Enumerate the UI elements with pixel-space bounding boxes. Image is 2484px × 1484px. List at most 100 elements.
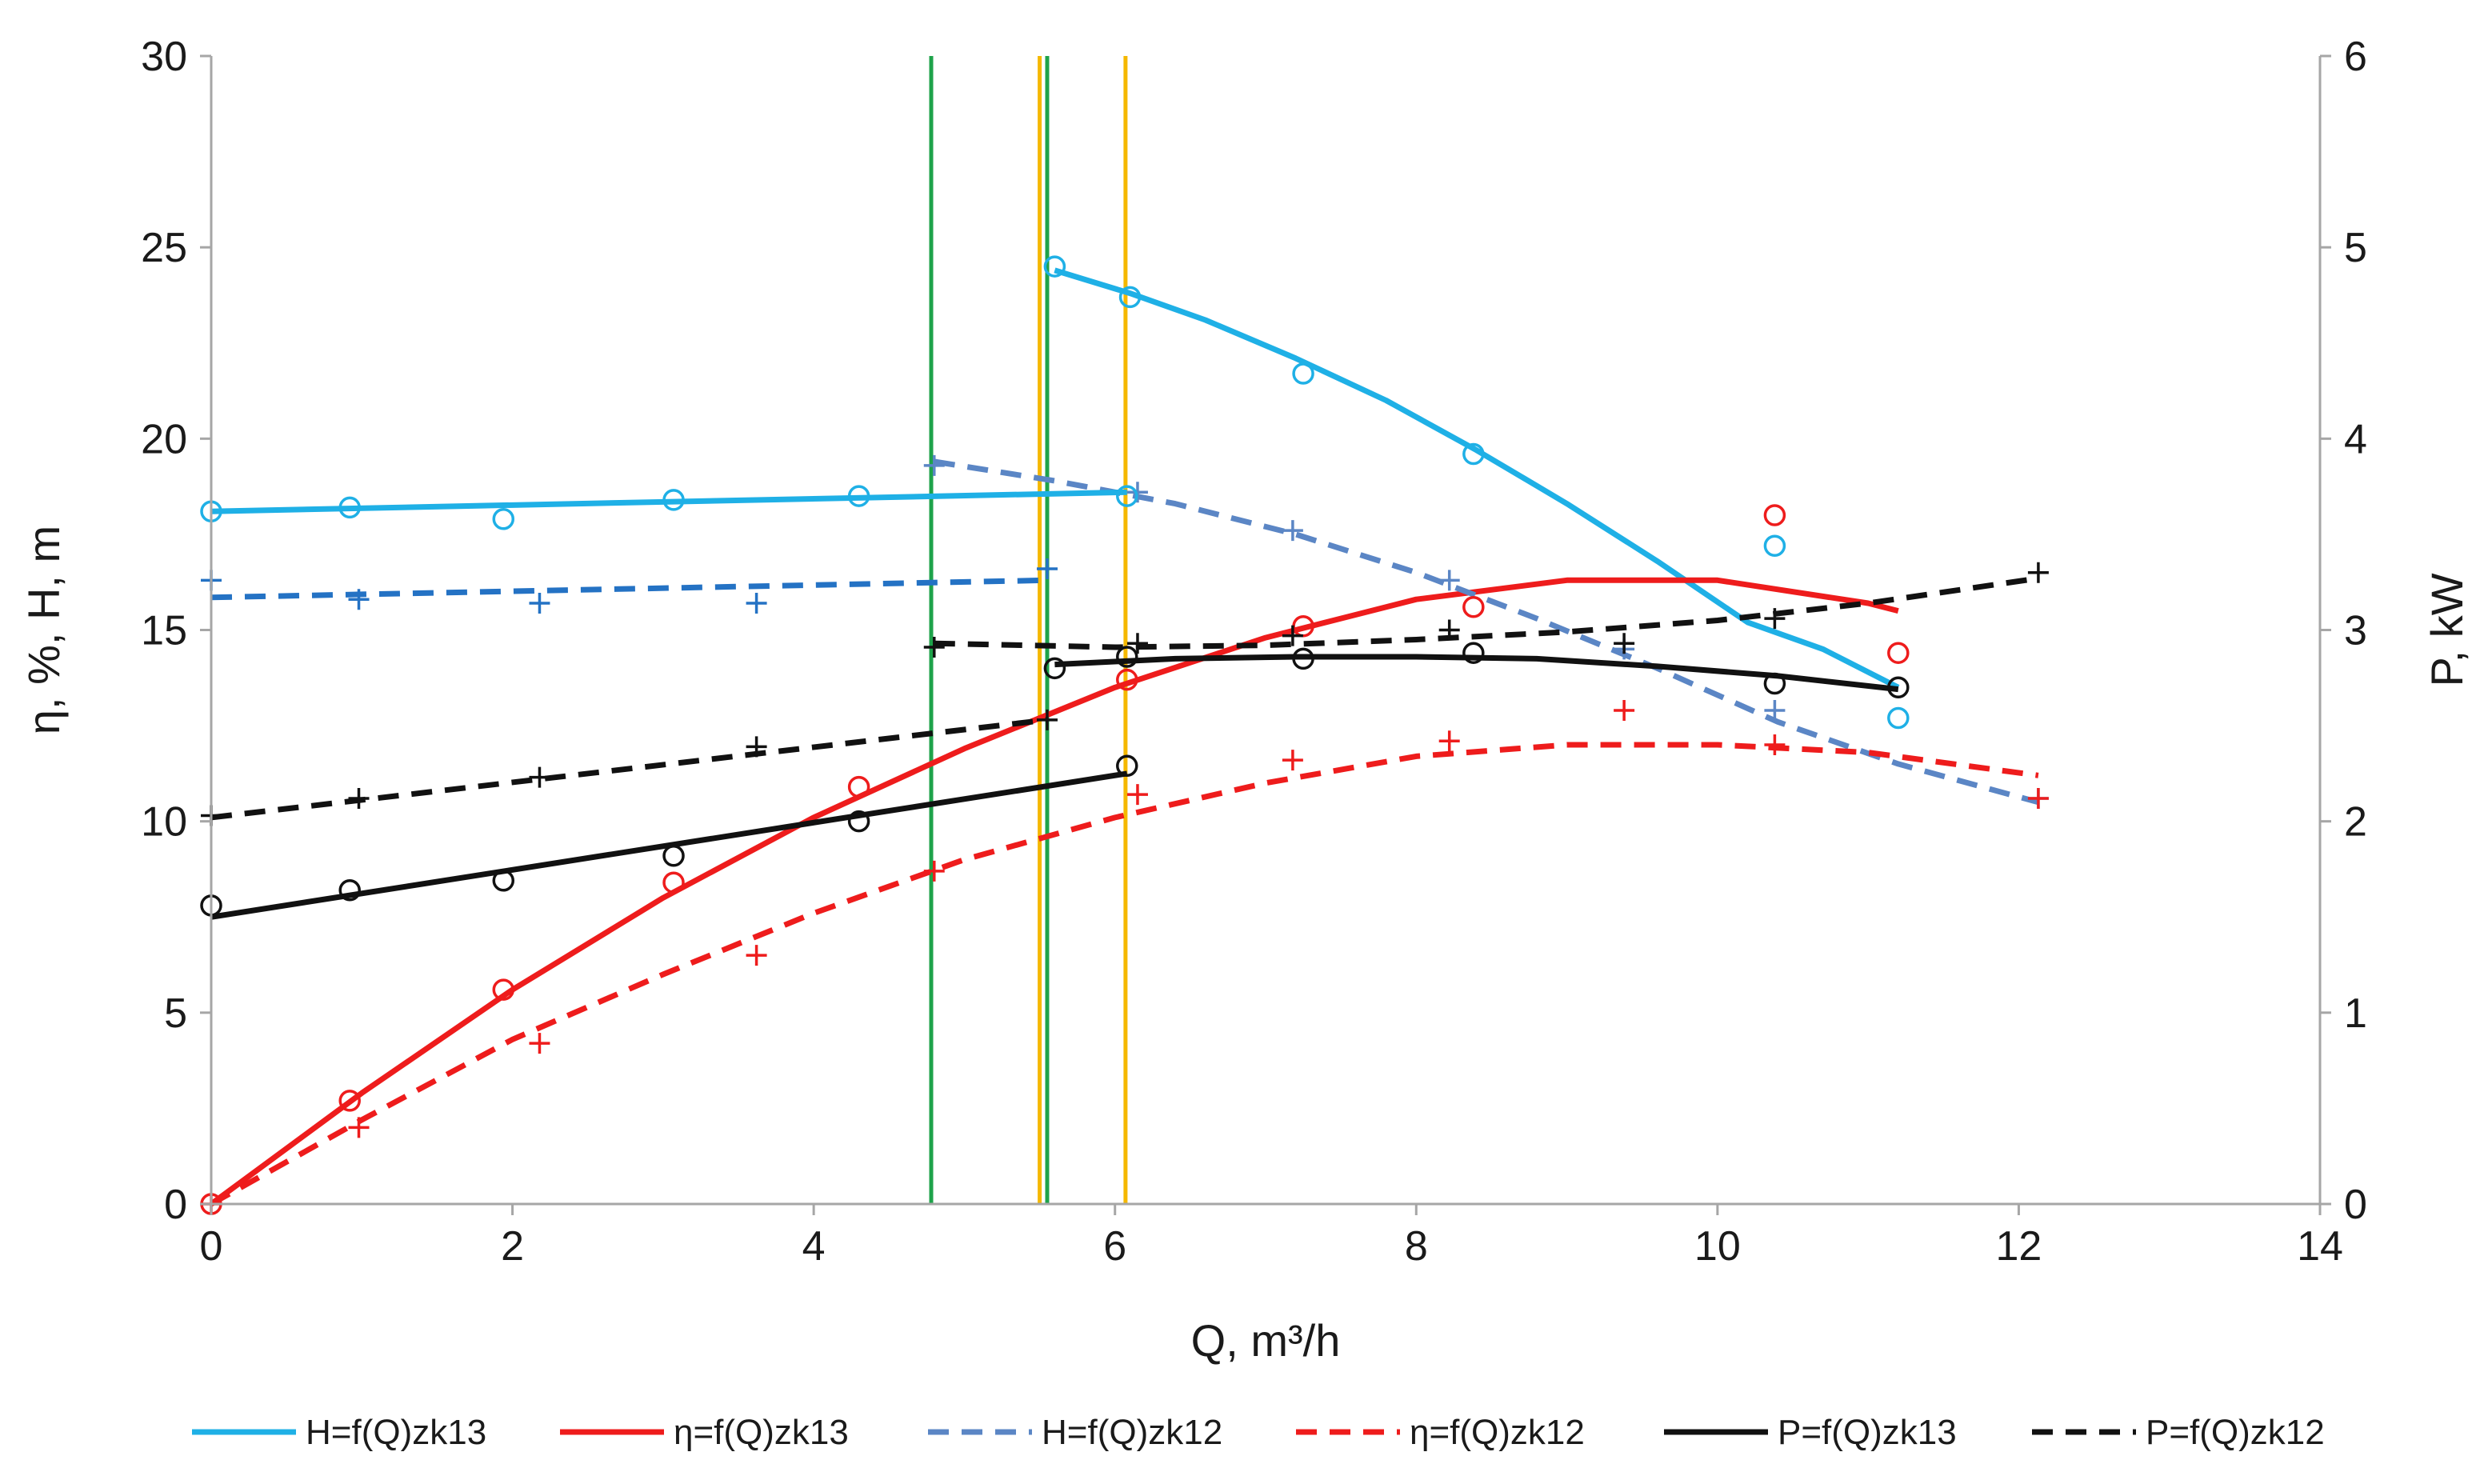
point-h-f-q-zk13-4	[1763, 534, 1786, 558]
point-h-f-q-zk12-3	[1438, 570, 1460, 591]
point-f-q-zk12-5	[1126, 784, 1148, 806]
point-f-q-zk13-1	[338, 1090, 361, 1112]
y-right-axis-title: P, kW	[2422, 573, 2472, 686]
curve-p-f-q-zk13-low-flow	[211, 770, 1128, 920]
y-left-tick-label-6: 30	[141, 34, 187, 80]
y-left-tick-label-3: 15	[141, 608, 187, 654]
point-f-q-zk12-10	[2027, 787, 2049, 809]
point-p-f-q-zk12-0	[923, 637, 945, 658]
point-p-f-q-zk13-low-flow-5	[1116, 754, 1138, 778]
y-left-tick-label-4: 20	[141, 416, 187, 462]
legend-label-h-f-q-zk12: H=f(Q)zk12	[1042, 1413, 1222, 1452]
curve-f-q-zk13	[211, 577, 1899, 1206]
point-h-f-q-zk12-low-flow-2	[529, 593, 550, 614]
point-h-f-q-zk13-low-flow-3	[662, 489, 685, 511]
point-f-q-zk13-7	[1462, 596, 1485, 618]
point-p-f-q-zk13-2	[1292, 647, 1314, 670]
point-p-f-q-zk13-0	[1043, 657, 1066, 680]
curve-p-f-q-zk13	[1054, 654, 1899, 693]
vertical-marker-lines	[929, 56, 1128, 1204]
y-left-tick-label-2: 10	[141, 799, 187, 846]
point-h-f-q-zk13-2	[1292, 362, 1314, 385]
point-h-f-q-zk13-0	[1043, 255, 1066, 278]
point-p-f-q-zk12-3	[1438, 619, 1460, 641]
point-p-f-q-zk13-low-flow-1	[338, 879, 361, 902]
point-h-f-q-zk12-2	[1282, 520, 1303, 542]
legend-label-h-f-q-zk13: H=f(Q)zk13	[306, 1413, 486, 1452]
point-f-q-zk13-3	[662, 871, 685, 894]
legend-label-f-q-zk13: η=f(Q)zk13	[674, 1413, 849, 1452]
point-p-f-q-zk13-low-flow-4	[847, 810, 870, 833]
point-f-q-zk13-4	[847, 775, 870, 798]
x-tick-label-6: 12	[1996, 1223, 2042, 1270]
legend-label-p-f-q-zk12: P=f(Q)zk12	[2146, 1413, 2325, 1452]
point-h-f-q-zk13-low-flow-2	[492, 508, 515, 530]
curve-h-f-q-zk12-low-flow	[211, 577, 1048, 601]
legend-label-f-q-zk12: η=f(Q)zk12	[1410, 1413, 1585, 1452]
point-p-f-q-zk13-3	[1462, 642, 1485, 664]
y-left-axis-title: η, %, H, m	[18, 526, 69, 734]
point-h-f-q-zk13-low-flow-5	[1116, 485, 1138, 507]
point-h-f-q-zk13-low-flow-4	[847, 485, 870, 507]
point-p-f-q-zk12-2	[1282, 625, 1303, 646]
point-h-f-q-zk12-low-flow-4	[1036, 558, 1058, 579]
point-f-q-zk12-9	[1764, 734, 1786, 755]
y-right-tick-label-0: 0	[2344, 1182, 2367, 1228]
y-left-tick-label-1: 5	[164, 990, 187, 1037]
point-f-q-zk12-2	[529, 1033, 550, 1054]
legend-label-p-f-q-zk13: P=f(Q)zk13	[1778, 1413, 1957, 1452]
x-tick-label-7: 14	[2297, 1223, 2343, 1270]
legend: H=f(Q)zk13 η=f(Q)zk13 H=f(Q)zk12 η=f(Q)zk12…	[192, 1413, 2325, 1452]
y-right-tick-label-3: 3	[2344, 608, 2367, 654]
x-axis-title: Q, m³/h	[1191, 1315, 1341, 1366]
y-right-tick-label-6: 6	[2344, 34, 2367, 80]
x-tick-label-2: 4	[802, 1223, 826, 1270]
x-tick-label-1: 2	[501, 1223, 524, 1270]
point-f-q-zk12-3	[746, 945, 767, 966]
point-h-f-q-zk13-low-flow-1	[338, 496, 361, 519]
point-p-f-q-zk13-4	[1763, 672, 1786, 695]
point-f-q-zk12-8	[1614, 699, 1635, 721]
point-h-f-q-zk13-3	[1462, 442, 1485, 466]
x-tick-label-4: 8	[1405, 1223, 1428, 1270]
y-right-tick-label-5: 5	[2344, 225, 2367, 271]
point-f-q-zk12-4	[923, 860, 945, 882]
x-tick-label-3: 6	[1103, 1223, 1126, 1270]
curve-p-f-q-zk12-low-flow	[211, 717, 1048, 821]
point-p-f-q-zk12-low-flow-3	[746, 736, 767, 758]
point-p-f-q-zk12-5	[1764, 608, 1786, 630]
point-h-f-q-zk13-5	[1887, 706, 1910, 730]
point-h-f-q-zk12-low-flow-3	[746, 593, 767, 614]
x-tick-label-0: 0	[200, 1223, 223, 1270]
point-h-f-q-zk12-0	[923, 454, 945, 476]
y-right-tick-label-4: 4	[2344, 416, 2367, 462]
point-f-q-zk13-2	[492, 978, 515, 1001]
point-p-f-q-zk12-1	[1126, 633, 1148, 654]
point-f-q-zk13-5	[1116, 668, 1138, 691]
point-p-f-q-zk12-6	[2027, 562, 2049, 583]
curve-f-q-zk12	[211, 742, 2039, 1207]
point-h-f-q-zk12-5	[1764, 699, 1786, 721]
curve-p-f-q-zk12	[934, 575, 2039, 650]
y-right-tick-label-2: 2	[2344, 799, 2367, 846]
point-f-q-zk13-8	[1763, 504, 1786, 526]
y-right-tick-label-1: 1	[2344, 990, 2367, 1037]
point-p-f-q-zk12-low-flow-2	[529, 766, 550, 788]
point-p-f-q-zk13-5	[1887, 676, 1910, 698]
point-p-f-q-zk13-low-flow-3	[662, 844, 685, 867]
point-p-f-q-zk12-low-flow-4	[1036, 709, 1058, 730]
point-f-q-zk12-7	[1438, 730, 1460, 752]
point-f-q-zk12-1	[348, 1117, 370, 1138]
curve-h-f-q-zk13-low-flow	[211, 489, 1127, 514]
point-f-q-zk12-6	[1282, 750, 1303, 771]
point-p-f-q-zk12-4	[1614, 633, 1635, 654]
curve-h-f-q-zk13	[1054, 267, 1900, 690]
point-h-f-q-zk12-low-flow-1	[348, 589, 370, 610]
point-f-q-zk13-9	[1887, 642, 1910, 664]
point-p-f-q-zk13-1	[1116, 646, 1138, 668]
y-left-tick-label-5: 25	[141, 225, 187, 271]
point-h-f-q-zk13-1	[1118, 286, 1142, 309]
